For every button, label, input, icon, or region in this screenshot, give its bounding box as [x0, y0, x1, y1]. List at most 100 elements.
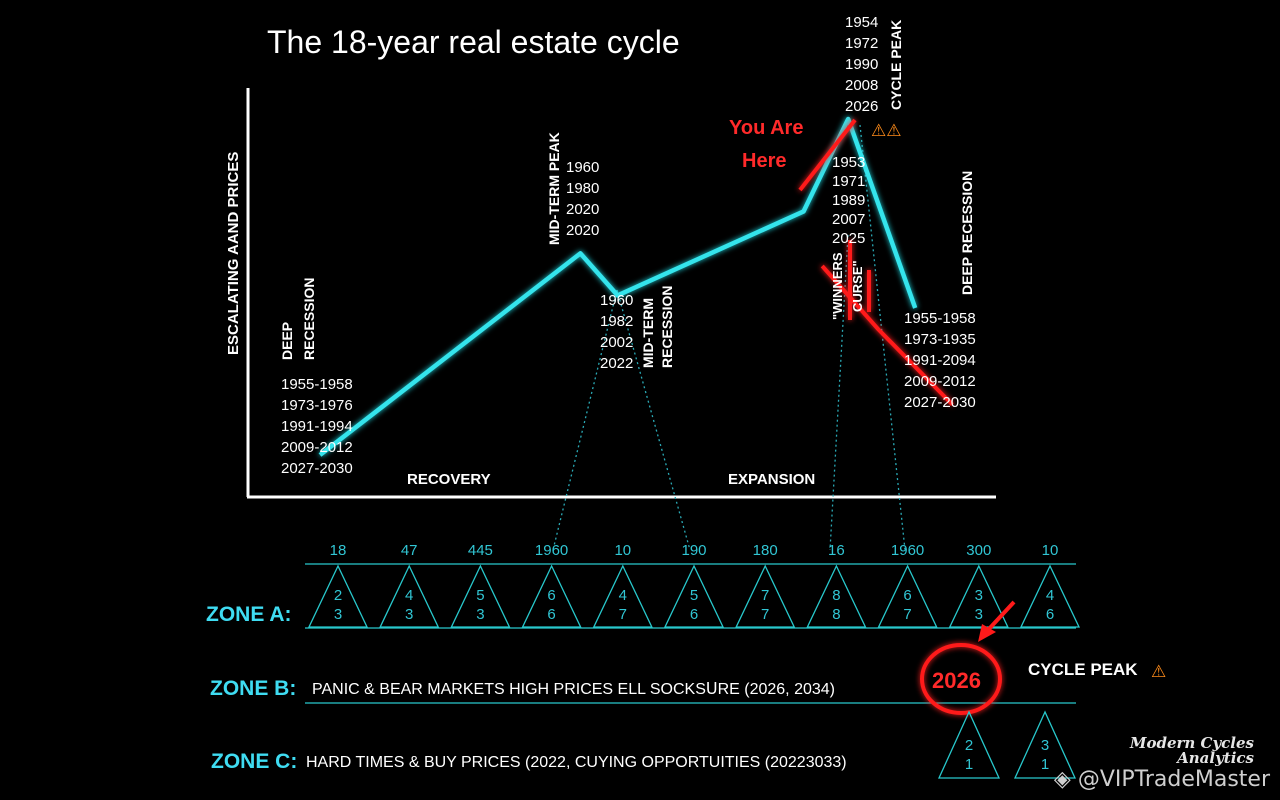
zone-a-triangle-value: 5: [690, 587, 698, 604]
winners-curse-years: 1953 1971 1989 2007 2025: [832, 154, 865, 247]
zone-a-triangle: [877, 564, 938, 628]
zone-c-triangles: 2 1 3 1: [937, 710, 1077, 779]
cycle-peak-label: CYCLE PEAK: [888, 20, 904, 110]
cycle-price-line: [318, 116, 918, 457]
dotted-guides: [552, 124, 906, 551]
zone-a-triangle-value: 6: [547, 606, 555, 623]
svg-text:1982: 1982: [600, 313, 633, 330]
svg-text:1955-1958: 1955-1958: [904, 310, 976, 327]
svg-text:1953: 1953: [832, 154, 865, 171]
zone-a-triangle-value: 4: [619, 587, 627, 604]
zone-a-triangle: [307, 564, 369, 628]
zone-a-triangle-value: 3: [476, 606, 484, 623]
top-number: 1960: [535, 542, 568, 559]
curse-label: CURSE": [850, 260, 865, 312]
zone-a-triangle-value: 6: [547, 587, 555, 604]
zone-a-triangle-value: 6: [1046, 606, 1054, 623]
you-are-here-2: Here: [742, 150, 786, 172]
svg-text:1971: 1971: [832, 173, 865, 190]
deep-recession-right-label: DEEP RECESSION: [959, 171, 975, 295]
winners-curse-line: [820, 264, 954, 407]
mid-term-recession-years: 1960 1982 2002 2022: [600, 292, 633, 372]
zone-a-triangle-value: 7: [761, 606, 769, 623]
top-number: 300: [966, 542, 991, 559]
zone-a-triangle-value: 7: [619, 606, 627, 623]
watermark: ◈ @VIPTradeMaster: [1053, 767, 1270, 792]
svg-text:1955-1958: 1955-1958: [281, 376, 353, 393]
svg-text:2025: 2025: [832, 230, 865, 247]
y-axis-label: ESCALATING AAND PRICES: [225, 152, 242, 355]
zone-a-triangle: [948, 564, 1009, 628]
svg-text:1990: 1990: [845, 56, 878, 73]
cycle-peak-warning-icon: ⚠: [1151, 662, 1166, 681]
svg-text:2020: 2020: [566, 201, 599, 218]
svg-text:2007: 2007: [832, 211, 865, 228]
zone-a-triangle-value: 8: [832, 587, 840, 604]
svg-text:1991-2094: 1991-2094: [904, 352, 976, 369]
mid-term-peak-label: MID-TERM PEAK: [546, 132, 562, 245]
top-number: 180: [753, 542, 778, 559]
winners-label: "WINNERS: [830, 252, 845, 320]
svg-text:1960: 1960: [600, 292, 633, 309]
warning-icon: ⚠⚠: [871, 121, 901, 140]
svg-text:1973-1976: 1973-1976: [281, 397, 353, 414]
svg-text:2008: 2008: [845, 77, 878, 94]
svg-text:1991-1994: 1991-1994: [281, 418, 353, 435]
svg-text:1954: 1954: [845, 14, 878, 31]
top-number: 445: [468, 542, 493, 559]
zone-c-text: HARD TIMES & BUY PRICES (2022, CUYING OP…: [306, 754, 847, 771]
mid-term-peak-years: 1960 1980 2020 2020: [566, 159, 599, 239]
deep-recession-left-label-1: DEEP: [279, 322, 295, 360]
brand-logo: Modern Cycles Analytics: [1129, 734, 1254, 767]
zone-a-triangle-value: 3: [405, 606, 413, 623]
svg-text:1989: 1989: [832, 192, 865, 209]
top-number: 190: [681, 542, 706, 559]
zone-a-triangle-value: 4: [1046, 587, 1054, 604]
cycle-peak-note: CYCLE PEAK: [1028, 660, 1138, 679]
zone-b-label: ZONE B:: [210, 677, 296, 700]
mid-term-recession-label-1: MID-TERM: [640, 298, 656, 368]
top-number: 1960: [891, 542, 924, 559]
zone-b-text: PANIC & BEAR MARKETS HIGH PRICES ELL SOC…: [312, 681, 835, 698]
zone-c-triangle-value: 3: [1041, 737, 1049, 754]
you-are-here-arrow: [798, 118, 857, 192]
svg-text:1960: 1960: [566, 159, 599, 176]
deep-recession-left-years: 1955-1958 1973-1976 1991-1994 2009-2012 …: [281, 376, 353, 477]
zone-a-triangle-value: 8: [832, 606, 840, 623]
zone-a-triangle: [450, 564, 511, 628]
zone-c-triangle-value: 2: [965, 737, 973, 754]
zone-a-triangle: [806, 564, 867, 628]
top-number: 47: [401, 542, 418, 559]
top-number: 18: [330, 542, 347, 559]
svg-text:2022: 2022: [600, 355, 633, 372]
zone-a-triangles: 2 3 4 3 5 3 6 6 4 7 5 6 7 7 8 8 6 7 3 3 4 6: [307, 564, 1081, 628]
zone-a-triangle: [1019, 564, 1081, 628]
top-number-row: 18 47 445 1960 10 190 180 16 1960 300 10: [330, 542, 1059, 559]
svg-text:2020: 2020: [566, 222, 599, 239]
highlight-arrow-shaft: [986, 600, 1016, 632]
zone-a-triangle-value: 3: [975, 606, 983, 623]
deep-recession-left-label-2: RECESSION: [301, 278, 317, 360]
zone-a-triangle-value: 2: [334, 587, 342, 604]
cycle-peak-years: 1954 1972 1990 2008 2026: [845, 14, 878, 115]
chart-title: The 18-year real estate cycle: [267, 24, 680, 60]
zone-a-label: ZONE A:: [206, 603, 292, 626]
svg-text:2027-2030: 2027-2030: [904, 394, 976, 411]
svg-text:1973-1935: 1973-1935: [904, 331, 976, 348]
x-label-expansion: EXPANSION: [728, 471, 815, 488]
zone-a-triangle: [592, 564, 653, 628]
svg-text:2009-2012: 2009-2012: [904, 373, 976, 390]
top-number: 10: [1042, 542, 1059, 559]
x-label-recovery: RECOVERY: [407, 471, 491, 488]
zone-a-triangle-value: 6: [903, 587, 911, 604]
zone-c-triangle-value: 1: [1041, 756, 1049, 773]
svg-text:2002: 2002: [600, 334, 633, 351]
zone-a-triangle: [663, 564, 725, 628]
top-number: 10: [614, 542, 631, 559]
zone-a-triangle: [735, 564, 796, 628]
highlight-circle: [920, 643, 1002, 715]
zone-a-triangle-value: 7: [761, 587, 769, 604]
zone-a-triangle: [521, 564, 582, 628]
svg-text:2026: 2026: [845, 98, 878, 115]
zone-a-triangle-value: 3: [334, 606, 342, 623]
